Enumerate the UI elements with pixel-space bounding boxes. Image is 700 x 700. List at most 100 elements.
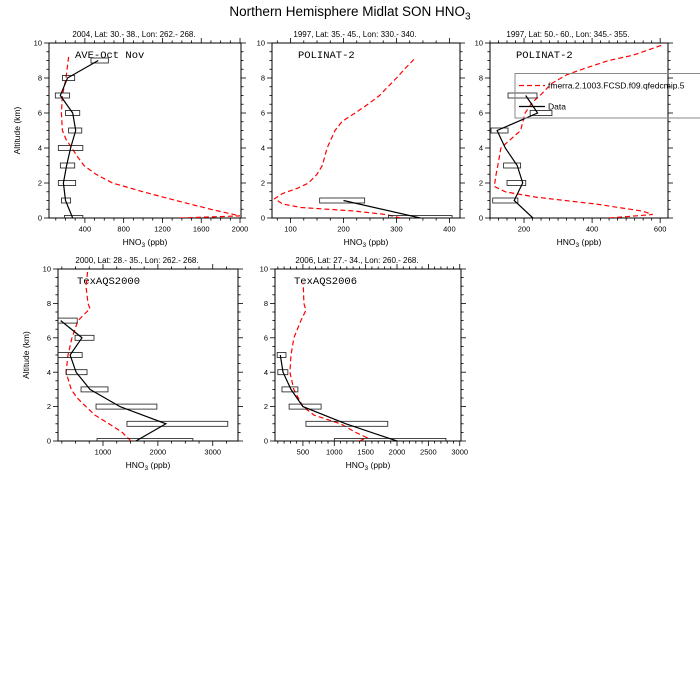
x-tick-label: 3000 bbox=[204, 448, 221, 457]
model-line bbox=[273, 58, 415, 218]
panel-inner-label: TexAQS2000 bbox=[77, 276, 140, 288]
x-tick-label: 200 bbox=[518, 225, 531, 234]
panel-series bbox=[490, 44, 664, 218]
data-range-box bbox=[126, 420, 229, 427]
panel-title: 1997, Lat: 35.- 45., Lon: 330.- 340. bbox=[293, 30, 416, 39]
data-range-box bbox=[503, 162, 522, 169]
x-tick-label: 500 bbox=[297, 448, 310, 457]
y-tick-label: 4 bbox=[264, 368, 268, 377]
data-range-box bbox=[58, 317, 78, 324]
y-tick-label: 6 bbox=[479, 109, 483, 118]
data-range-box bbox=[58, 352, 83, 358]
data-range-box bbox=[506, 180, 527, 186]
x-axis-title: HNO3 (ppb) bbox=[344, 237, 389, 249]
y-tick-label: 2 bbox=[261, 179, 265, 188]
x-tick-label: 1200 bbox=[154, 225, 171, 234]
x-tick-label: 1500 bbox=[357, 448, 374, 457]
y-tick-label: 2 bbox=[38, 179, 42, 188]
legend-model-label: fmerra.2.1003.FCSD.f09.qfedcmip.5 bbox=[548, 81, 685, 91]
y-tick-label: 6 bbox=[38, 109, 42, 118]
y-tick-label: 8 bbox=[261, 74, 265, 83]
data-range-box bbox=[65, 369, 88, 376]
panel-title: 2000, Lat: 28.- 35., Lon: 262.- 268. bbox=[75, 256, 198, 265]
panel-inner-label: TexAQS2006 bbox=[294, 276, 357, 288]
y-tick-label: 0 bbox=[38, 214, 42, 223]
x-tick-label: 200 bbox=[337, 225, 350, 234]
y-tick-label: 2 bbox=[47, 402, 51, 411]
data-range-box bbox=[388, 215, 453, 218]
x-tick-label: 100 bbox=[284, 225, 297, 234]
y-tick-label: 2 bbox=[264, 402, 268, 411]
panel-0: 400 800 1200 1600 2000 0 2 4 6 8 10 2004, Lat: 30.-… bbox=[12, 30, 248, 249]
model-line bbox=[289, 282, 369, 441]
panel-title: 1997, Lat: 50.- 60., Lon: 345.- 355. bbox=[506, 30, 629, 39]
data-range-box bbox=[96, 438, 194, 441]
data-range-box bbox=[90, 57, 109, 64]
y-tick-label: 0 bbox=[479, 214, 483, 223]
x-tick-label: 2000 bbox=[150, 448, 167, 457]
panel-frame bbox=[489, 42, 669, 219]
data-line bbox=[496, 95, 539, 218]
panel-2: 200 400 600 0 2 4 6 8 10 1997, Lat: 50.- 60., Lon… bbox=[475, 30, 673, 249]
legend: fmerra.2.1003.FCSD.f09.qfedcmip.5 Data bbox=[514, 73, 700, 119]
x-axis-title: HNO3 (ppb) bbox=[123, 237, 168, 249]
y-tick-label: 10 bbox=[43, 265, 51, 274]
main-title: Northern Hemisphere Midlat SON HNO3 bbox=[0, 4, 700, 23]
y-axis-title: Altitude (km) bbox=[21, 331, 31, 379]
panel-inner-label: AVE-Oct Nov bbox=[75, 50, 144, 62]
x-axis-title: HNO3 (ppb) bbox=[126, 460, 171, 472]
x-tick-label: 600 bbox=[654, 225, 667, 234]
y-tick-label: 4 bbox=[38, 144, 42, 153]
model-line bbox=[60, 56, 241, 218]
data-range-box bbox=[95, 403, 158, 410]
panel-title: 2004, Lat: 30.- 38., Lon: 262.- 268. bbox=[72, 30, 195, 39]
y-tick-label: 8 bbox=[38, 74, 42, 83]
data-range-box bbox=[57, 180, 77, 186]
main-title-text: Northern Hemisphere Midlat SON HNO bbox=[229, 4, 465, 19]
y-tick-label: 6 bbox=[47, 333, 51, 342]
y-tick-label: 10 bbox=[257, 39, 265, 48]
panel-series bbox=[58, 269, 229, 441]
x-tick-label: 3000 bbox=[451, 448, 468, 457]
y-tick-label: 4 bbox=[261, 144, 265, 153]
panel-inner-label: POLINAT-2 bbox=[298, 50, 355, 62]
panel-frame bbox=[48, 42, 242, 219]
data-line bbox=[343, 199, 421, 218]
x-tick-label: 800 bbox=[117, 225, 130, 234]
x-tick-label: 2500 bbox=[420, 448, 437, 457]
data-range-box bbox=[507, 92, 538, 99]
y-tick-label: 0 bbox=[264, 437, 268, 446]
x-tick-label: 400 bbox=[79, 225, 92, 234]
main-title-subscript: 3 bbox=[465, 11, 471, 23]
y-tick-label: 0 bbox=[261, 214, 265, 223]
panel-title: 2006, Lat: 27.- 34., Lon: 260.- 268. bbox=[295, 256, 418, 265]
x-tick-label: 400 bbox=[443, 225, 456, 234]
data-range-box bbox=[288, 403, 322, 410]
model-line bbox=[493, 44, 664, 218]
y-tick-label: 6 bbox=[261, 109, 265, 118]
x-tick-label: 2000 bbox=[232, 225, 249, 234]
legend-box bbox=[514, 73, 700, 119]
y-tick-label: 8 bbox=[47, 299, 51, 308]
data-range-box bbox=[305, 420, 389, 427]
data-range-box bbox=[80, 386, 109, 393]
panel-series bbox=[276, 282, 447, 441]
y-tick-label: 4 bbox=[47, 368, 51, 377]
data-range-box bbox=[529, 110, 553, 116]
y-tick-label: 10 bbox=[34, 39, 42, 48]
x-tick-label: 2000 bbox=[389, 448, 406, 457]
panel-frame bbox=[271, 42, 461, 219]
panel-series bbox=[273, 58, 453, 218]
y-tick-label: 6 bbox=[264, 333, 268, 342]
x-tick-label: 300 bbox=[390, 225, 403, 234]
x-tick-label: 1000 bbox=[326, 448, 343, 457]
data-line bbox=[279, 354, 398, 441]
y-tick-label: 10 bbox=[475, 39, 483, 48]
panel-3: 1000 2000 3000 0 2 4 6 8 10 2000, Lat: 28.- 35., … bbox=[21, 256, 243, 472]
x-axis-title: HNO3 (ppb) bbox=[346, 460, 391, 472]
panel-4: 500 1000 1500 2000 2500 3000 0 2 4 6 8 10 2006, Lat:… bbox=[260, 256, 468, 472]
x-tick-label: 1600 bbox=[193, 225, 210, 234]
data-range-box bbox=[276, 352, 287, 358]
panel-1: 100 200 300 400 0 2 4 6 8 10 1997, Lat: 35.- 45., … bbox=[257, 30, 465, 249]
